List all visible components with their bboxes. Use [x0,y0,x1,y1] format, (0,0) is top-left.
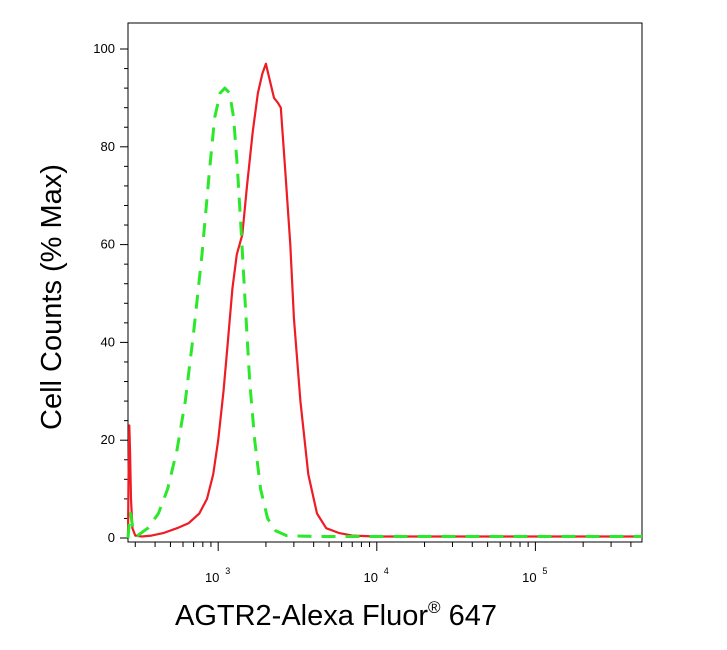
y-tick-label: 0 [108,530,115,545]
x-tick-exponent: 5 [542,566,547,576]
y-axis: 0 20 40 60 80 100 [93,41,128,545]
y-tick-label: 20 [101,432,115,447]
y-axis-title: Cell Counts (% Max) [36,164,68,430]
y-tick-label: 40 [101,334,115,349]
x-axis: 10 3 10 4 10 5 [134,542,632,585]
x-axis-title-tail: 647 [441,600,497,632]
x-tick-label: 10 [522,570,536,585]
series-line-2 [126,86,642,539]
series-layer [126,62,642,539]
x-axis-title-sup: ® [428,598,441,617]
y-tick-label: 60 [101,237,115,252]
x-tick-exponent: 4 [384,566,389,576]
y-tick-label: 100 [93,41,115,56]
x-tick-label: 10 [205,570,219,585]
x-axis-title: AGTR2-Alexa Fluor® 647 [175,598,497,632]
plot-frame [127,22,643,543]
y-tick-label: 80 [101,139,115,154]
x-tick-exponent: 3 [225,566,230,576]
x-axis-title-main: AGTR2-Alexa Fluor [175,600,428,632]
series-line-1 [126,62,642,539]
x-tick-label: 10 [364,570,378,585]
